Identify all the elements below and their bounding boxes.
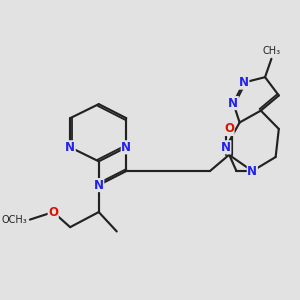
Text: N: N bbox=[65, 141, 75, 154]
Text: N: N bbox=[221, 141, 231, 154]
Text: CH₃: CH₃ bbox=[262, 46, 280, 56]
Text: O: O bbox=[224, 122, 234, 136]
Text: N: N bbox=[239, 76, 249, 89]
Text: O: O bbox=[48, 206, 58, 219]
Text: N: N bbox=[121, 141, 131, 154]
Text: N: N bbox=[94, 178, 104, 192]
Text: N: N bbox=[228, 97, 238, 110]
Text: OCH₃: OCH₃ bbox=[2, 214, 28, 225]
Text: N: N bbox=[247, 164, 257, 178]
